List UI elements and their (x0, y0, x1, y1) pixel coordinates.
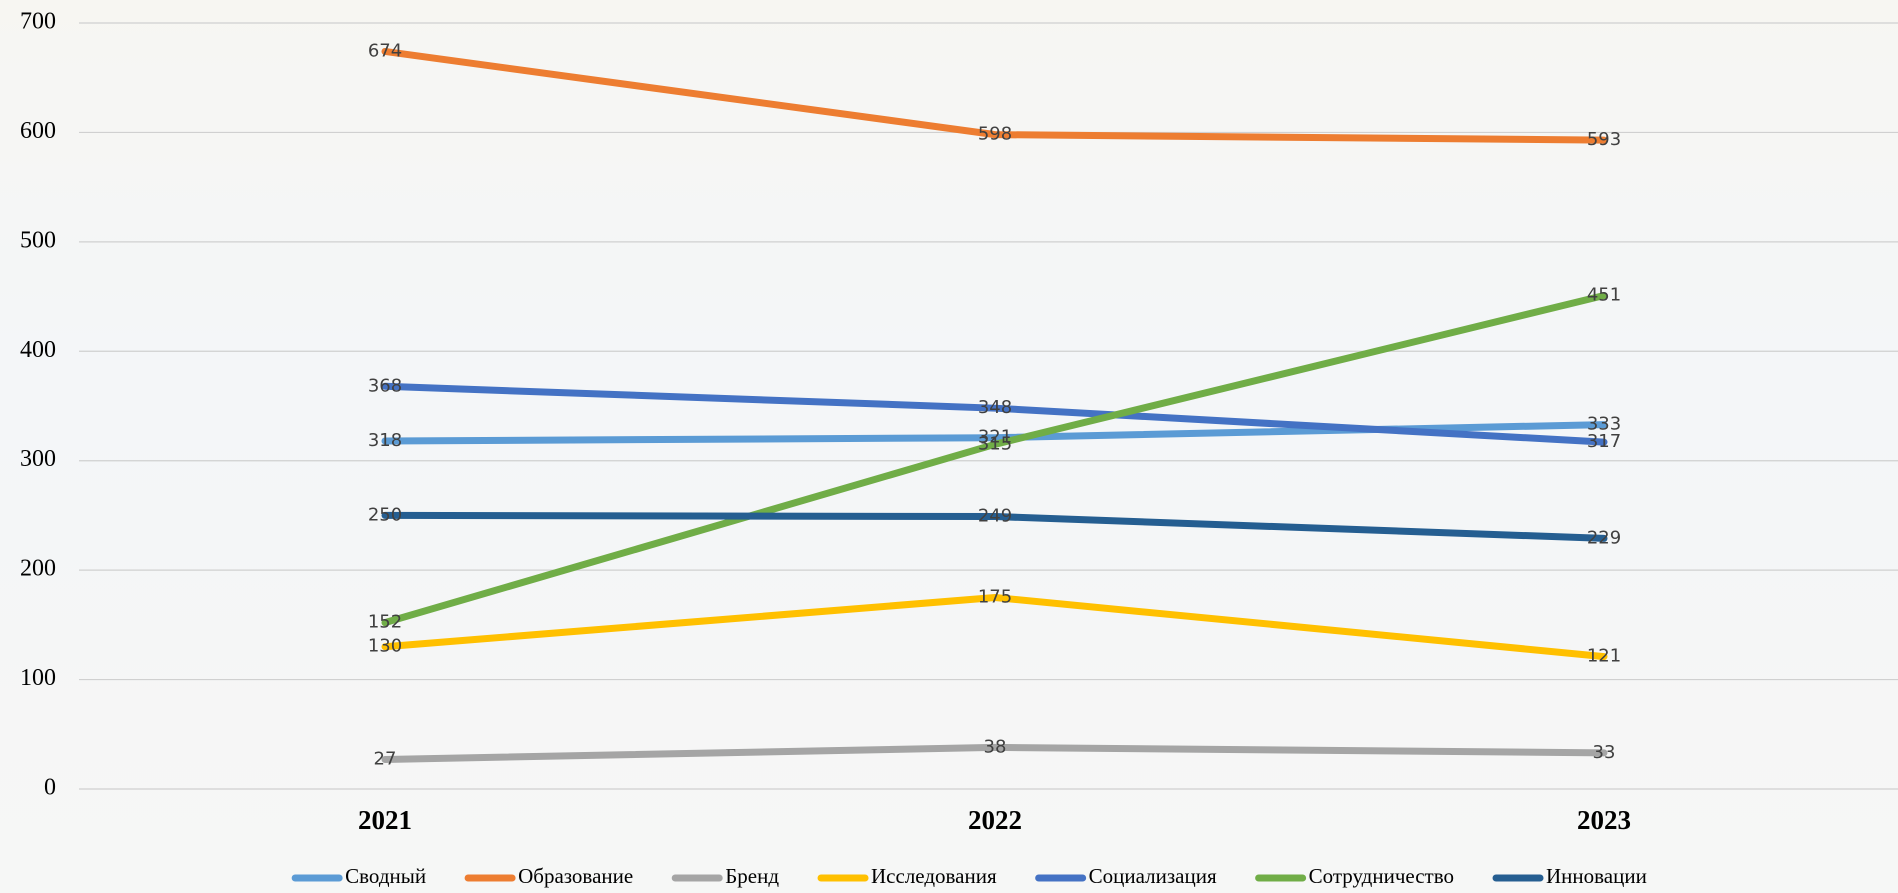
legend-label: Инновации (1546, 864, 1647, 888)
legend-label: Исследования (871, 864, 997, 888)
series-line (381, 47, 1608, 144)
data-label: 33 (1593, 742, 1616, 763)
data-label: 451 (1587, 284, 1621, 305)
legend-label: Социализация (1089, 864, 1217, 888)
data-label: 321 (978, 427, 1012, 448)
data-label: 27 (374, 748, 397, 769)
data-label: 598 (978, 124, 1012, 145)
data-label: 315 (978, 433, 1012, 454)
y-tick-label: 500 (20, 227, 56, 253)
y-tick-label: 300 (20, 446, 56, 472)
y-tick-label: 0 (44, 775, 56, 801)
legend-label: Сотрудничество (1309, 864, 1454, 888)
y-tick-label: 200 (20, 556, 56, 582)
series-line (381, 382, 1608, 446)
data-label: 175 (978, 587, 1012, 608)
legend-label: Сводный (345, 864, 426, 888)
data-label: 152 (368, 612, 402, 633)
x-tick-label: 2022 (968, 805, 1022, 835)
series-line (381, 594, 1608, 661)
y-tick-label: 600 (20, 118, 56, 144)
data-label: 121 (1587, 646, 1621, 667)
data-label: 368 (368, 375, 402, 396)
data-label: 674 (368, 40, 402, 61)
legend-label: Образование (518, 864, 633, 888)
data-label: 249 (978, 506, 1012, 527)
y-tick-label: 100 (20, 665, 56, 691)
x-tick-label: 2023 (1577, 805, 1631, 835)
data-label: 318 (368, 430, 402, 451)
series-line (381, 511, 1608, 542)
series-line (381, 743, 1608, 763)
x-tick-label: 2021 (358, 805, 412, 835)
data-label: 348 (978, 397, 1012, 418)
data-label: 333 (1587, 414, 1621, 435)
legend-label: Бренд (725, 864, 779, 888)
data-label: 229 (1587, 527, 1621, 548)
data-label: 130 (368, 636, 402, 657)
data-label: 250 (368, 504, 402, 525)
data-label: 38 (984, 736, 1007, 757)
y-tick-label: 700 (20, 9, 56, 35)
series-line (381, 291, 1608, 627)
y-tick-label: 400 (20, 337, 56, 363)
data-label: 593 (1587, 129, 1621, 150)
data-label: 317 (1587, 431, 1621, 452)
